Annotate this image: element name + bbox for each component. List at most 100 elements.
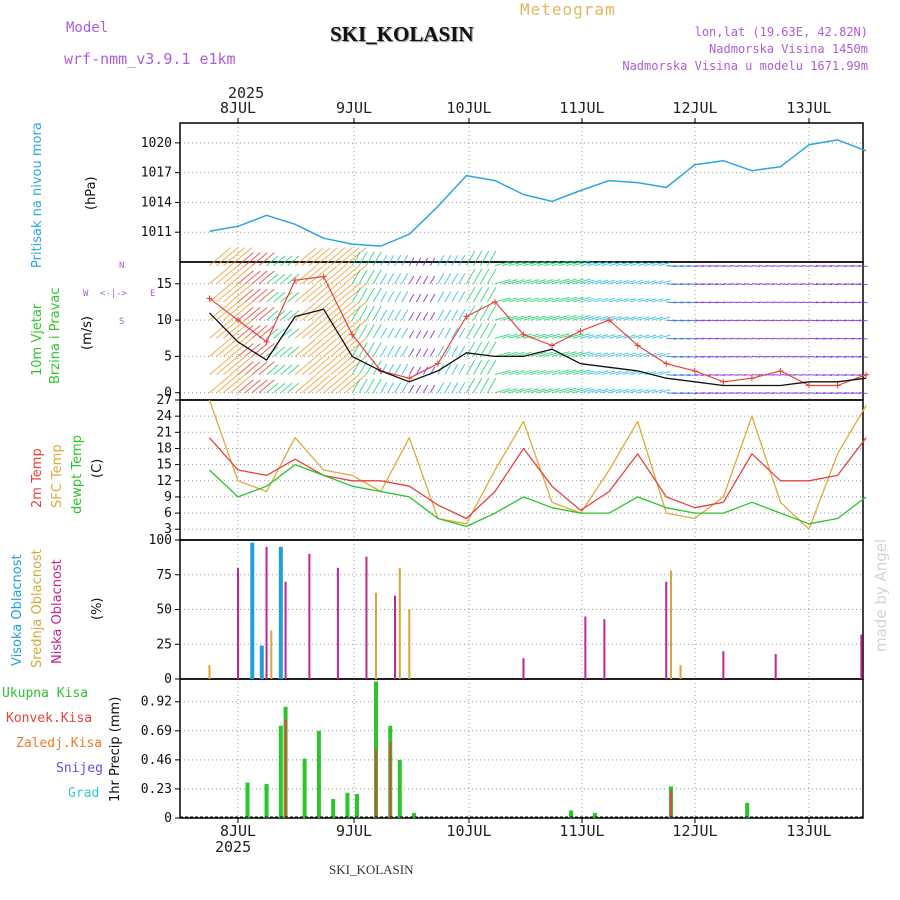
wind-arrow (344, 301, 367, 321)
y-tick-label: 9 (164, 490, 172, 505)
wind-arrow (730, 392, 739, 394)
wind-arrow (530, 279, 547, 285)
wind-arrow (772, 283, 781, 285)
wind-arrow (694, 301, 704, 304)
compass-w: W (83, 289, 89, 299)
wind-arrow (680, 319, 691, 322)
wind-arrow (216, 283, 239, 303)
wind-arrow (294, 247, 317, 267)
wind-arrow (765, 337, 774, 340)
wind-arrow (223, 374, 246, 394)
wind-arrow (680, 374, 691, 376)
wind-arrow (401, 309, 409, 321)
wind-arrow (651, 389, 664, 394)
wind-arrow (380, 291, 388, 303)
wind-arrow (587, 315, 602, 321)
wind-arrow (323, 319, 346, 339)
elevation-label: Nadmorska Visina 1450m (709, 42, 868, 56)
wind-arrow (508, 351, 525, 357)
wind-arrow (465, 305, 476, 321)
wind-arrow (794, 337, 803, 340)
wind-arrow (508, 388, 525, 394)
wind-arrow (394, 363, 402, 375)
wind-arrow (465, 286, 476, 303)
conv-precip-bar (374, 748, 377, 818)
model-elevation-label: Nadmorska Visina u modelu 1671.99m (622, 59, 868, 73)
wind-arrow (401, 363, 409, 375)
wind-arrow (658, 370, 671, 376)
wind-arrow (223, 247, 246, 267)
wind-arrow (737, 319, 746, 322)
wind-arrow (415, 257, 422, 266)
date-label-bottom: 13JUL (786, 822, 831, 840)
wind-arrow (258, 270, 275, 285)
wind-arrow (601, 297, 616, 303)
wind-arrow (694, 283, 704, 286)
wind-arrow (687, 319, 698, 322)
total-precip-bar (592, 812, 597, 818)
wind-arrow (494, 369, 511, 376)
gust-marker (235, 317, 241, 324)
gust-marker (434, 360, 441, 367)
wind-arrow (801, 319, 810, 322)
wind-arrow (587, 334, 602, 339)
wind-arrow (216, 247, 239, 267)
wind-arrow (486, 323, 497, 339)
wind-arrow (437, 327, 445, 339)
wind-arrow (294, 374, 317, 394)
wind-arrow (751, 265, 760, 267)
wind-arrow (815, 392, 826, 395)
wind-arrow (273, 328, 286, 339)
wind-arrow (422, 366, 429, 375)
wind-arrow (637, 280, 650, 285)
date-label-top: 11JUL (559, 99, 604, 117)
wind-arrow (415, 384, 422, 393)
wind-arrow (829, 301, 840, 304)
wind-arrow (701, 337, 711, 340)
wind-arrow (486, 305, 497, 321)
wind-arrow (486, 377, 497, 393)
wind-arrow (394, 309, 402, 321)
wind-arrow (822, 301, 833, 304)
wind-arrow (658, 298, 671, 303)
wind-arrow (694, 337, 704, 340)
wind-arrow (494, 261, 511, 267)
wind-arrow (301, 266, 324, 285)
wind-arrow (408, 293, 415, 303)
wind-arrow (694, 319, 704, 322)
wind-arrow (308, 356, 331, 375)
wind-arrow (623, 334, 636, 339)
wind-arrow (565, 369, 584, 376)
wind-arrow (751, 374, 760, 376)
date-label-top: 9JUL (336, 99, 372, 117)
wind-arrow (294, 356, 317, 375)
low-cloud-bar (774, 653, 777, 679)
total-precip-bar (397, 759, 402, 818)
wind-arrow (737, 392, 746, 394)
wind-arrow (544, 279, 561, 285)
lonlat-label: lon,lat (19.63E, 42.82N) (694, 25, 868, 39)
wind-arrow (358, 251, 368, 266)
wind-arrow (244, 306, 261, 321)
low-cloud-bar (284, 581, 287, 679)
wind-arrow (530, 388, 547, 394)
wind-arrow (565, 351, 584, 357)
wind-arrow (644, 352, 657, 357)
wind-arrow (694, 392, 704, 395)
wind-arrow (472, 305, 483, 321)
footer-station: SKI_KOLASIN (329, 862, 414, 877)
date-label-top: 10JUL (446, 99, 491, 117)
wind-arrow (444, 309, 452, 321)
wind-arrow (637, 316, 650, 321)
wind-arrow (258, 306, 275, 321)
wind-arrow (287, 364, 300, 375)
wind-arrow (365, 378, 375, 393)
wind-arrow (594, 370, 609, 376)
wind-arrow (230, 319, 253, 339)
wind-arrow (701, 319, 711, 322)
wind-arrow (358, 269, 368, 285)
wind-arrow (630, 388, 643, 394)
gust-marker (491, 298, 498, 305)
wind-arrow (829, 319, 840, 322)
wind-arrow (708, 392, 718, 395)
